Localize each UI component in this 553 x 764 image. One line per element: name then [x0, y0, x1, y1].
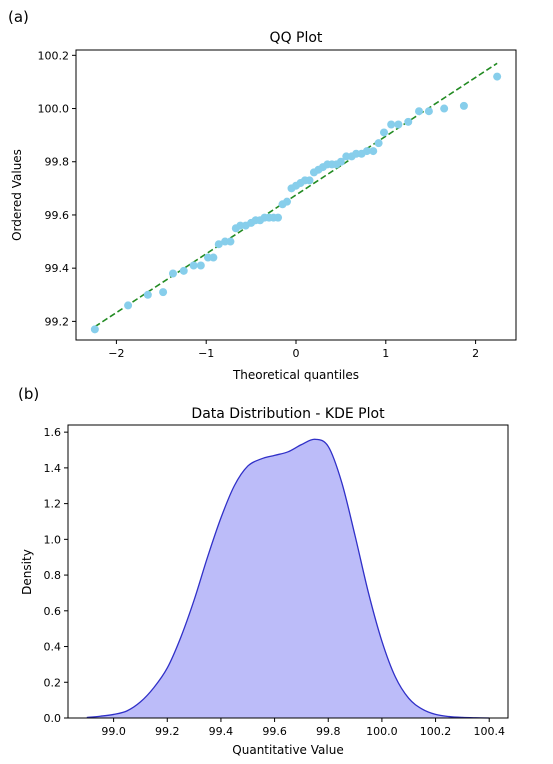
kde-y-tick-label: 1.0: [44, 533, 62, 546]
qq-y-axis-label: Ordered Values: [10, 149, 24, 241]
qq-point: [415, 107, 424, 116]
kde-x-tick-label: 99.4: [209, 725, 234, 738]
qq-point: [369, 147, 378, 156]
qq-point: [374, 139, 383, 148]
qq-point: [90, 325, 99, 334]
kde-plot: Data Distribution - KDE Plot 0.00.20.40.…: [20, 406, 509, 757]
qq-point: [387, 120, 396, 129]
qq-y-tick-label: 99.4: [45, 262, 70, 275]
kde-y-tick-label: 0.6: [44, 605, 62, 618]
kde-plot-axes-frame: [67, 424, 509, 719]
qq-point: [394, 120, 403, 129]
qq-x-tick-label: −2: [108, 347, 124, 360]
qq-point: [336, 157, 345, 166]
qq-point: [380, 128, 388, 137]
qq-point: [493, 72, 502, 81]
qq-y-tick-label: 99.6: [45, 209, 70, 222]
qq-point: [305, 176, 314, 185]
qq-point: [189, 261, 198, 270]
qq-plot-title: QQ Plot: [270, 30, 323, 46]
kde-y-tick-label: 1.2: [44, 498, 62, 511]
kde-y-tick-label: 0.0: [44, 712, 62, 725]
kde-x-tick-label: 99.0: [101, 725, 126, 738]
qq-point: [459, 101, 468, 110]
qq-point: [274, 213, 283, 222]
qq-point: [124, 301, 133, 310]
kde-y-tick-label: 0.4: [44, 641, 62, 654]
qq-y-tick-label: 100.0: [38, 103, 70, 116]
qq-points: [90, 72, 502, 334]
panel-a-label: (a): [8, 8, 29, 26]
kde-y-tick-label: 0.2: [44, 676, 62, 689]
qq-y-tick-label: 100.2: [38, 49, 70, 62]
kde-y-ticks: 0.0 0.2 0.4 0.6 0.8 1.0 1.2 1.4 1.6: [44, 426, 68, 725]
qq-point: [209, 253, 218, 262]
kde-x-axis-label: Quantitative Value: [232, 743, 343, 757]
kde-curve: [86, 438, 490, 719]
kde-x-ticks: 99.0 99.2 99.4 99.6 99.8 100.0 100.2 100.4: [101, 718, 505, 738]
qq-x-axis-label: Theoretical quantiles: [232, 368, 359, 382]
kde-y-tick-label: 1.4: [44, 462, 62, 475]
qq-point: [424, 107, 433, 116]
qq-point: [440, 104, 449, 113]
qq-y-tick-label: 99.8: [45, 156, 70, 169]
qq-point: [168, 269, 177, 278]
kde-area: [86, 439, 490, 718]
qq-point: [179, 266, 188, 275]
qq-point: [214, 240, 223, 249]
qq-plot: QQ Plot 99.2 99.4 99.6 99.8 100.0 100.2 −2 −1 0…: [10, 30, 517, 382]
qq-x-tick-label: 2: [472, 347, 479, 360]
qq-point: [143, 290, 152, 299]
qq-x-tick-label: 1: [382, 347, 389, 360]
qq-x-ticks: −2 −1 0 1 2: [108, 340, 479, 360]
qq-point: [362, 147, 371, 156]
qq-fit-line: [94, 62, 498, 328]
kde-x-tick-label: 99.2: [155, 725, 180, 738]
qq-point: [159, 288, 168, 297]
qq-point: [226, 237, 235, 246]
kde-y-axis-label: Density: [20, 549, 34, 595]
qq-point: [283, 197, 292, 206]
kde-y-tick-label: 1.6: [44, 426, 62, 439]
kde-x-tick-label: 100.2: [420, 725, 452, 738]
kde-plot-title: Data Distribution - KDE Plot: [191, 406, 385, 422]
qq-point: [196, 261, 205, 270]
qq-y-ticks: 99.2 99.4 99.6 99.8 100.0 100.2: [38, 49, 76, 328]
panel-b-label: (b): [18, 385, 39, 403]
kde-y-tick-label: 0.8: [44, 569, 62, 582]
kde-x-tick-label: 99.8: [316, 725, 341, 738]
kde-x-tick-label: 100.0: [366, 725, 398, 738]
qq-x-tick-label: −1: [198, 347, 214, 360]
qq-point: [404, 117, 413, 126]
qq-y-tick-label: 99.2: [45, 315, 70, 328]
kde-x-tick-label: 100.4: [473, 725, 505, 738]
qq-x-tick-label: 0: [293, 347, 300, 360]
kde-x-tick-label: 99.6: [262, 725, 287, 738]
